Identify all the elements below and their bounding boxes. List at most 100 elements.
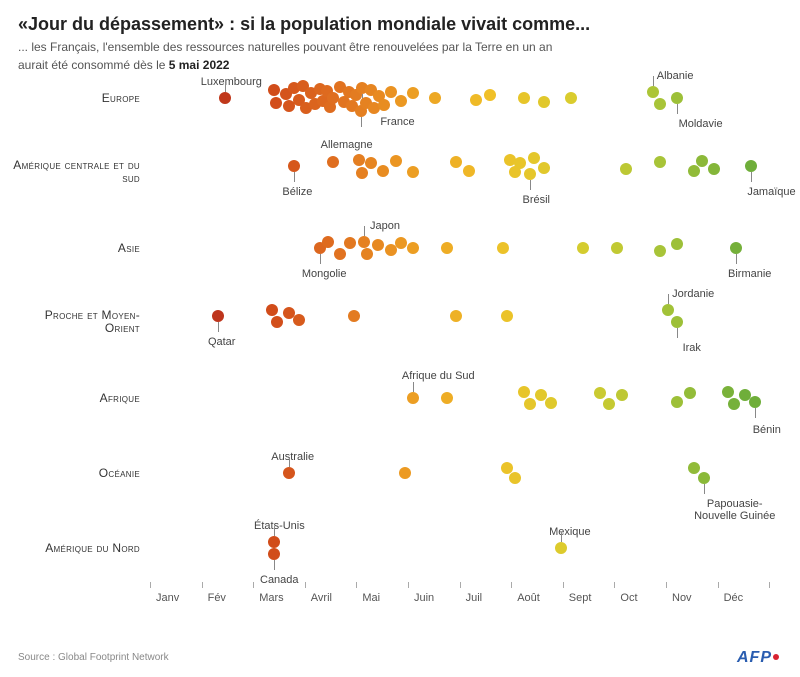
chart-title: «Jour du dépassement» : si la population… bbox=[18, 14, 782, 35]
annotation-label: Mexique bbox=[549, 526, 591, 538]
data-point bbox=[577, 242, 589, 254]
annotation-leader-line bbox=[294, 172, 295, 182]
data-point bbox=[407, 242, 419, 254]
data-point bbox=[538, 162, 550, 174]
month-label: Mai bbox=[362, 592, 380, 604]
month-label: Août bbox=[517, 592, 540, 604]
tick-mark bbox=[614, 582, 615, 588]
annotation-label: France bbox=[380, 116, 414, 128]
data-point bbox=[698, 472, 710, 484]
annotation-leader-line bbox=[274, 560, 275, 570]
annotation-leader-line bbox=[413, 382, 414, 392]
data-point bbox=[545, 397, 557, 409]
data-point bbox=[620, 163, 632, 175]
data-point bbox=[594, 387, 606, 399]
data-point bbox=[708, 163, 720, 175]
data-point bbox=[334, 248, 346, 260]
row-label: Asie bbox=[10, 242, 140, 255]
data-point bbox=[365, 157, 377, 169]
row-label: Europe bbox=[10, 92, 140, 105]
annotation-label: Albanie bbox=[657, 70, 694, 82]
data-point bbox=[219, 92, 231, 104]
data-point bbox=[395, 237, 407, 249]
month-label: Nov bbox=[672, 592, 692, 604]
data-point bbox=[565, 92, 577, 104]
data-point bbox=[611, 242, 623, 254]
data-point bbox=[344, 237, 356, 249]
annotation-leader-line bbox=[320, 254, 321, 264]
annotation-label: Luxembourg bbox=[201, 76, 262, 88]
data-point bbox=[358, 236, 370, 248]
annotation-label: Irak bbox=[683, 342, 701, 354]
annotation-leader-line bbox=[530, 180, 531, 190]
strip-plot-chart: EuropeLuxembourgAllemagneFranceAlbanieMo… bbox=[0, 64, 800, 619]
data-point bbox=[509, 472, 521, 484]
data-point bbox=[395, 95, 407, 107]
data-point bbox=[662, 304, 674, 316]
month-label: Janv bbox=[156, 592, 179, 604]
tick-mark bbox=[769, 582, 770, 588]
tick-mark bbox=[563, 582, 564, 588]
data-point bbox=[538, 96, 550, 108]
data-point bbox=[684, 387, 696, 399]
month-label: Juin bbox=[414, 592, 434, 604]
row-label: Proche et Moyen-Orient bbox=[10, 309, 140, 335]
annotation-label: Papouasie-Nouvelle Guinée bbox=[690, 498, 780, 522]
data-point bbox=[266, 304, 278, 316]
tick-mark bbox=[666, 582, 667, 588]
annotation-label: Japon bbox=[370, 220, 400, 232]
annotation-label: Brésil bbox=[522, 194, 550, 206]
row-label: Amérique du Nord bbox=[10, 542, 140, 555]
data-point bbox=[407, 392, 419, 404]
annotation-leader-line bbox=[274, 526, 275, 536]
data-point bbox=[524, 168, 536, 180]
data-point bbox=[356, 167, 368, 179]
tick-mark bbox=[511, 582, 512, 588]
annotation-label: Australie bbox=[271, 451, 314, 463]
annotation-leader-line bbox=[225, 82, 226, 92]
data-point bbox=[616, 389, 628, 401]
data-point bbox=[671, 92, 683, 104]
data-point bbox=[654, 98, 666, 110]
logo-text: AFP bbox=[737, 649, 772, 666]
data-point bbox=[603, 398, 615, 410]
tick-mark bbox=[408, 582, 409, 588]
annotation-label: Moldavie bbox=[679, 118, 723, 130]
tick-mark bbox=[356, 582, 357, 588]
month-label: Oct bbox=[620, 592, 637, 604]
annotation-leader-line bbox=[668, 294, 669, 304]
month-label: Déc bbox=[724, 592, 744, 604]
data-point bbox=[322, 236, 334, 248]
data-point bbox=[497, 242, 509, 254]
annotation-leader-line bbox=[704, 484, 705, 494]
annotation-leader-line bbox=[677, 104, 678, 114]
data-point bbox=[470, 94, 482, 106]
data-point bbox=[407, 166, 419, 178]
data-point bbox=[268, 84, 280, 96]
data-point bbox=[212, 310, 224, 322]
annotation-leader-line bbox=[653, 76, 654, 86]
data-point bbox=[730, 242, 742, 254]
row-label: Afrique bbox=[10, 392, 140, 405]
data-point bbox=[518, 386, 530, 398]
tick-mark bbox=[150, 582, 151, 588]
annotation-leader-line bbox=[364, 226, 365, 236]
tick-mark bbox=[253, 582, 254, 588]
data-point bbox=[450, 310, 462, 322]
annotation-leader-line bbox=[361, 117, 362, 127]
data-point bbox=[654, 156, 666, 168]
month-label: Sept bbox=[569, 592, 592, 604]
data-point bbox=[654, 245, 666, 257]
annotation-label: Bélize bbox=[282, 186, 312, 198]
annotation-leader-line bbox=[751, 172, 752, 182]
data-point bbox=[688, 165, 700, 177]
row-label: Amérique centrale et du sud bbox=[10, 159, 140, 185]
annotation-leader-line bbox=[755, 408, 756, 418]
annotation-leader-line bbox=[289, 457, 290, 467]
annotation-leader-line bbox=[561, 532, 562, 542]
month-label: Juil bbox=[466, 592, 483, 604]
annotation-leader-line bbox=[677, 328, 678, 338]
data-point bbox=[555, 542, 567, 554]
tick-mark bbox=[202, 582, 203, 588]
annotation-leader-line bbox=[218, 322, 219, 332]
